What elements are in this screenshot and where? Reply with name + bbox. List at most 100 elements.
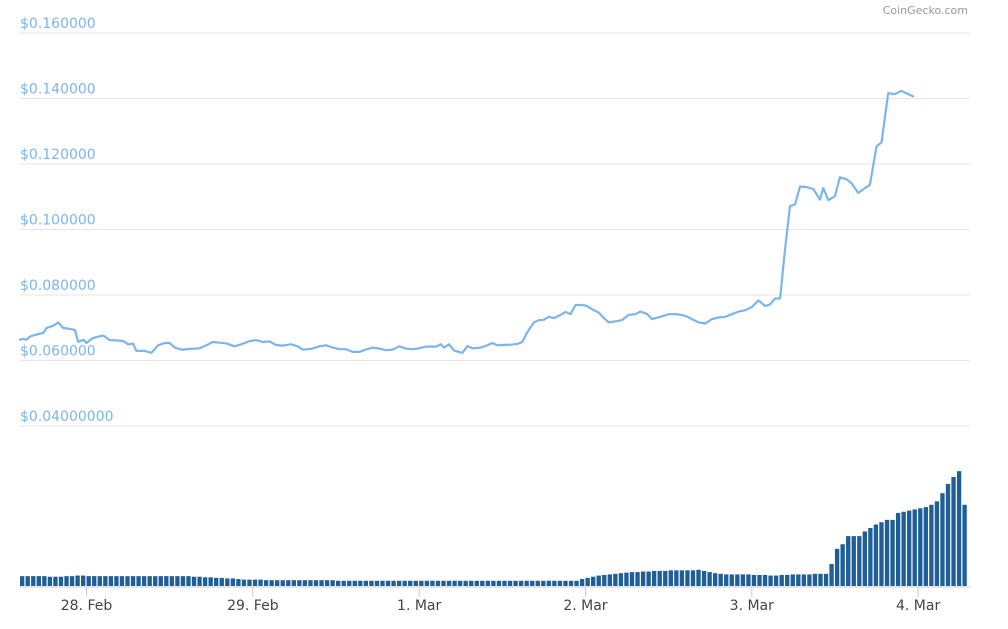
volume-bar[interactable] xyxy=(829,563,834,586)
volume-bar[interactable] xyxy=(746,574,751,586)
volume-bar[interactable] xyxy=(441,580,446,586)
volume-bar[interactable] xyxy=(214,577,219,586)
volume-bar[interactable] xyxy=(552,580,557,586)
volume-bar[interactable] xyxy=(252,579,258,586)
volume-bar[interactable] xyxy=(923,507,928,586)
volume-bar[interactable] xyxy=(463,580,468,586)
volume-bar[interactable] xyxy=(846,536,851,586)
volume-bar[interactable] xyxy=(646,571,651,587)
volume-bar[interactable] xyxy=(119,576,125,586)
volume-bar[interactable] xyxy=(718,573,723,586)
volume-bar[interactable] xyxy=(901,511,906,586)
volume-bar[interactable] xyxy=(180,576,186,586)
volume-bar[interactable] xyxy=(663,570,668,586)
volume-bar[interactable] xyxy=(36,576,41,586)
volume-bar[interactable] xyxy=(807,574,812,586)
volume-bar[interactable] xyxy=(457,580,463,586)
volume-bar[interactable] xyxy=(945,483,951,586)
volume-bar[interactable] xyxy=(297,580,302,586)
volume-bar[interactable] xyxy=(740,574,746,586)
volume-bar[interactable] xyxy=(823,573,829,586)
volume-bar[interactable] xyxy=(452,580,457,586)
volume-bar[interactable] xyxy=(108,576,114,586)
volume-bar[interactable] xyxy=(247,579,252,586)
volume-bar[interactable] xyxy=(779,574,784,586)
volume-bar[interactable] xyxy=(696,569,701,586)
volume-bar[interactable] xyxy=(862,531,868,586)
volume-bar[interactable] xyxy=(679,570,685,586)
volume-bar[interactable] xyxy=(541,580,546,586)
volume-bar[interactable] xyxy=(735,574,740,586)
volume-bar[interactable] xyxy=(491,580,496,586)
volume-bar[interactable] xyxy=(147,576,152,586)
volume-bar[interactable] xyxy=(374,580,380,586)
volume-bar[interactable] xyxy=(114,576,119,586)
volume-bar[interactable] xyxy=(47,576,53,586)
volume-bar[interactable] xyxy=(585,577,590,586)
volume-bar[interactable] xyxy=(92,576,97,586)
volume-bar[interactable] xyxy=(141,576,147,586)
volume-bar[interactable] xyxy=(474,580,479,586)
volume-bar[interactable] xyxy=(225,578,230,586)
volume-bar[interactable] xyxy=(219,577,224,586)
volume-bar[interactable] xyxy=(629,572,635,586)
volume-bar[interactable] xyxy=(136,576,141,586)
volume-bar[interactable] xyxy=(557,580,563,586)
volume-bar[interactable] xyxy=(873,524,879,586)
volume-bar[interactable] xyxy=(668,570,673,586)
volume-bar[interactable] xyxy=(258,579,263,586)
volume-bar[interactable] xyxy=(907,510,912,586)
volume-bar[interactable] xyxy=(97,576,102,586)
volume-bar[interactable] xyxy=(652,570,657,586)
volume-bar[interactable] xyxy=(480,580,485,586)
volume-bar[interactable] xyxy=(419,580,424,586)
volume-bar[interactable] xyxy=(263,580,269,586)
volume-bar[interactable] xyxy=(358,580,363,586)
volume-bar[interactable] xyxy=(435,580,441,586)
volume-bar[interactable] xyxy=(934,501,940,586)
volume-bar[interactable] xyxy=(546,580,552,586)
volume-bar[interactable] xyxy=(158,576,163,586)
volume-bar[interactable] xyxy=(385,580,391,586)
volume-bar[interactable] xyxy=(834,548,840,586)
volume-bar[interactable] xyxy=(313,580,319,586)
volume-bar[interactable] xyxy=(347,580,352,586)
volume-bar[interactable] xyxy=(596,575,601,586)
volume-bar[interactable] xyxy=(962,504,967,586)
volume-bar[interactable] xyxy=(191,576,197,586)
volume-bar[interactable] xyxy=(818,573,823,586)
volume-bar[interactable] xyxy=(535,580,540,586)
price-line[interactable] xyxy=(18,89,915,354)
volume-bar[interactable] xyxy=(75,575,80,586)
volume-bar[interactable] xyxy=(579,579,585,586)
volume-bar[interactable] xyxy=(796,574,801,586)
volume-bar[interactable] xyxy=(801,574,807,586)
volume-bar[interactable] xyxy=(724,574,729,586)
volume-bar[interactable] xyxy=(674,570,679,586)
volume-bar[interactable] xyxy=(352,580,357,586)
volume-bar[interactable] xyxy=(164,576,169,586)
volume-bar[interactable] xyxy=(940,493,945,586)
volume-bar[interactable] xyxy=(857,536,862,586)
volume-bar[interactable] xyxy=(430,580,435,586)
volume-bar[interactable] xyxy=(657,570,662,586)
volume-bar[interactable] xyxy=(635,572,640,586)
volume-bar[interactable] xyxy=(879,522,884,586)
volume-bar[interactable] xyxy=(602,574,607,586)
volume-bar[interactable] xyxy=(336,580,341,586)
volume-bar[interactable] xyxy=(42,576,47,586)
volume-bar[interactable] xyxy=(31,576,36,586)
volume-bar[interactable] xyxy=(790,574,795,586)
volume-bar[interactable] xyxy=(236,579,241,586)
volume-bar[interactable] xyxy=(591,576,596,586)
volume-bar[interactable] xyxy=(396,580,402,586)
volume-bar[interactable] xyxy=(701,570,707,586)
volume-bar[interactable] xyxy=(607,574,612,586)
volume-bar[interactable] xyxy=(269,580,274,586)
volume-bar[interactable] xyxy=(868,528,873,586)
volume-bar[interactable] xyxy=(363,580,369,586)
volume-bar[interactable] xyxy=(768,575,773,586)
volume-bar[interactable] xyxy=(485,580,491,586)
volume-bar[interactable] xyxy=(202,577,208,586)
volume-bar[interactable] xyxy=(884,519,890,586)
